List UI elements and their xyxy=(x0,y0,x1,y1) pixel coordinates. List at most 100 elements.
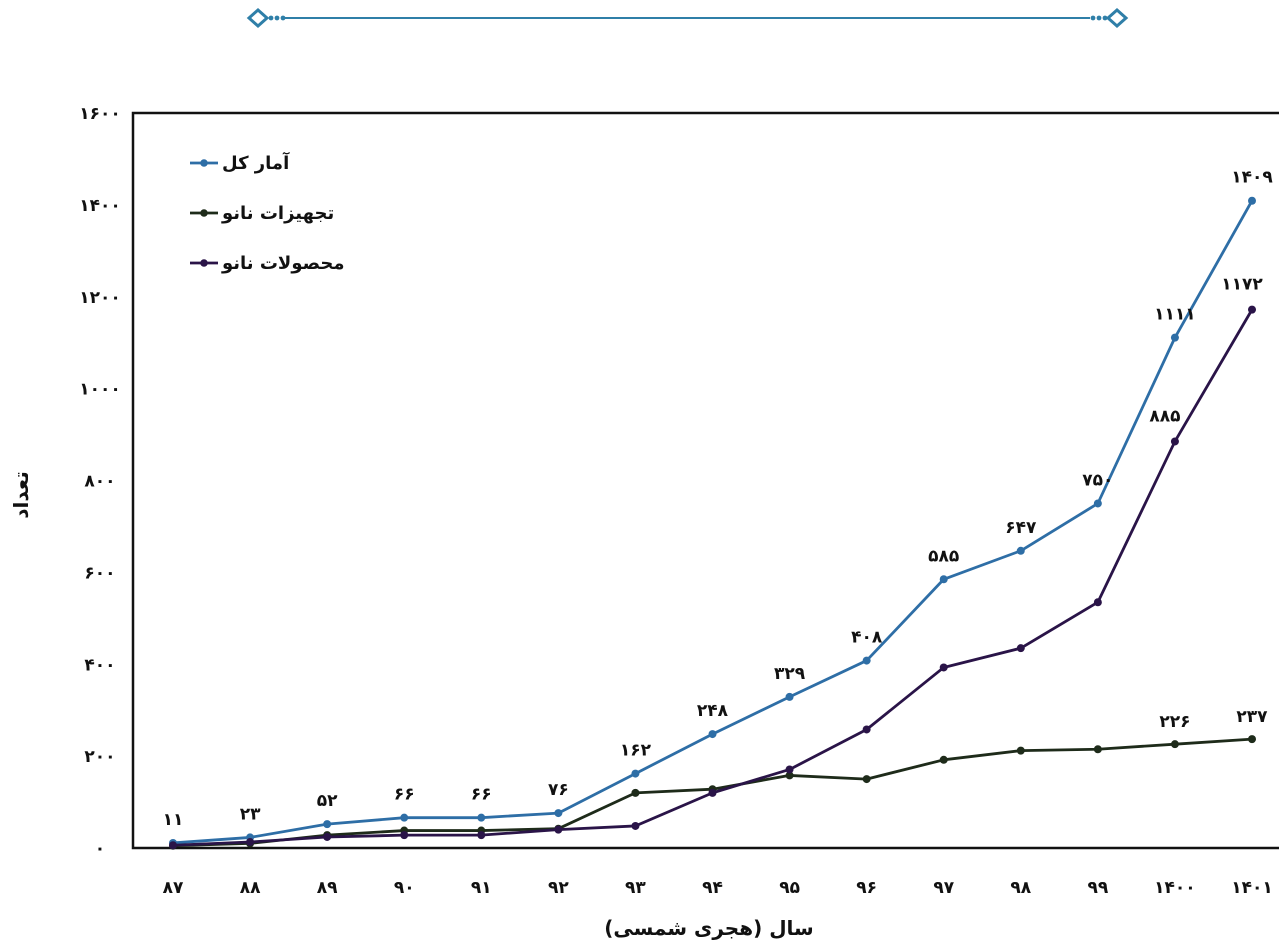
data-point xyxy=(785,765,794,774)
data-point xyxy=(785,771,794,780)
data-point xyxy=(1016,746,1025,755)
y-axis: ٠ ٢٠٠ ۴٠٠ ۶٠٠ ٨٠٠ ١٠٠٠ ١٢٠٠ ١۴٠٠ ١۶٠٠ xyxy=(79,104,121,859)
data-point xyxy=(1248,305,1256,314)
data-point xyxy=(1093,499,1102,508)
data-point xyxy=(708,788,717,797)
x-tick-label: ٩۶ xyxy=(856,878,877,898)
data-point xyxy=(862,775,871,784)
series-line xyxy=(172,200,1254,845)
data-label: ١١١١ xyxy=(1154,305,1196,325)
data-point xyxy=(631,769,640,778)
data-label: ٢٢۶ xyxy=(1159,712,1190,732)
x-tick-label: ٩۵ xyxy=(779,878,800,898)
ornament-dot xyxy=(1096,15,1102,21)
data-point xyxy=(631,788,640,797)
data-point xyxy=(862,725,871,734)
data-point xyxy=(1093,745,1102,754)
x-tick-label: ١۴٠١ xyxy=(1231,878,1273,898)
legend: آمار کل تجهیزات نانو محصولات نانو xyxy=(190,151,344,274)
data-point xyxy=(1170,333,1179,342)
data-point xyxy=(785,692,794,701)
data-label: ۶۴٧ xyxy=(1005,518,1037,538)
data-label: ٢۴٨ xyxy=(697,701,729,721)
legend-marker xyxy=(200,259,208,267)
y-tick-label: ٢٠٠ xyxy=(84,747,115,767)
x-tick-label: ٩٨ xyxy=(1010,878,1031,898)
x-tick-label: ٩٠ xyxy=(394,878,415,898)
data-point xyxy=(554,809,563,818)
data-label: ٢٣ xyxy=(240,804,261,824)
x-tick-label: ٩٧ xyxy=(933,878,954,898)
x-tick-label: ٨٨ xyxy=(240,878,261,898)
data-point xyxy=(554,825,563,834)
data-label: ۵٨۵ xyxy=(928,546,959,566)
y-tick-label: ١۶٠٠ xyxy=(79,104,121,124)
ornament-dot xyxy=(274,15,280,21)
data-point xyxy=(169,841,177,850)
data-point xyxy=(631,821,640,830)
x-tick-label: ٩٩ xyxy=(1087,878,1108,898)
y-tick-label: ١٠٠٠ xyxy=(79,380,121,400)
y-axis-title: تعداد xyxy=(9,471,33,518)
y-tick-label: ٠ xyxy=(95,839,105,859)
data-point xyxy=(1016,644,1025,653)
decorative-divider xyxy=(246,7,1129,29)
data-label: ۶۶ xyxy=(471,785,492,805)
y-tick-label: ١۴٠٠ xyxy=(79,196,121,216)
x-axis-title: سال (هجری شمسی) xyxy=(604,916,813,940)
ornament-dot xyxy=(280,15,286,21)
data-point xyxy=(477,813,486,822)
series-layer xyxy=(169,196,1256,850)
legend-marker xyxy=(200,209,208,217)
data-point xyxy=(1248,196,1256,205)
y-tick-label: ١٢٠٠ xyxy=(79,288,121,308)
data-label: ٨٨۵ xyxy=(1149,406,1180,426)
data-label: ٧۶ xyxy=(548,780,569,800)
data-label: ٢٣٧ xyxy=(1236,707,1268,727)
y-tick-label: ۴٠٠ xyxy=(84,655,115,675)
data-label: ١١ xyxy=(163,810,184,830)
legend-item: محصولات نانو xyxy=(190,253,344,274)
x-tick-label: ٩٣ xyxy=(625,878,646,898)
y-tick-label: ٨٠٠ xyxy=(84,472,115,492)
x-tick-label: ٨٧ xyxy=(163,878,184,898)
data-label: ٣٢٩ xyxy=(774,664,806,684)
data-point xyxy=(862,656,871,665)
data-label: ۵٢ xyxy=(317,791,338,811)
x-tick-label: ١۴٠٠ xyxy=(1154,878,1196,898)
data-label: ١١٧٢ xyxy=(1221,275,1263,295)
data-point xyxy=(939,575,948,584)
data-label: ١۶٢ xyxy=(620,741,652,761)
data-point xyxy=(323,832,332,841)
data-point xyxy=(1170,740,1179,749)
x-tick-label: ٩۴ xyxy=(702,878,723,898)
legend-item: تجهیزات نانو xyxy=(190,203,334,224)
plot-area xyxy=(131,111,1279,850)
left-diamond-icon xyxy=(246,7,270,29)
data-point xyxy=(1093,598,1102,607)
series-line xyxy=(172,308,1254,847)
x-tick-label: ٩٢ xyxy=(548,878,569,898)
ornament-dot xyxy=(268,15,274,21)
right-diamond-icon xyxy=(1105,7,1129,29)
data-label: ١۴٠٩ xyxy=(1231,168,1273,188)
data-point xyxy=(939,755,948,764)
data-label: ۶۶ xyxy=(394,785,415,805)
data-labels: ١١ ٢٣ ۵٢ ۶۶ ۶۶ ٧۶ ١۶٢ ٢۴٨ ٣٢٩ ۴٠٨ ۵٨۵ ۶۴٧ ٧۵٠ ١١١١ ١۴٠… xyxy=(163,168,1274,830)
legend-item: آمار کل xyxy=(190,151,290,174)
y-tick-label: ۶٠٠ xyxy=(84,563,115,583)
ornament-dot xyxy=(1090,15,1096,21)
data-point xyxy=(246,838,255,847)
legend-label: آمار کل xyxy=(222,151,290,174)
data-point xyxy=(1248,735,1256,744)
ornament-dot xyxy=(1102,15,1108,21)
x-axis: ٨٧ ٨٨ ٨٩ ٩٠ ٩١ ٩٢ ٩٣ ٩۴ ٩۵ ٩۶ ٩٧ ٩٨ ٩٩ ١۴٠٠ ١۴٠١ xyxy=(163,878,1273,898)
data-point xyxy=(708,730,717,739)
data-point xyxy=(400,813,409,822)
data-point xyxy=(1170,437,1179,446)
data-point xyxy=(323,820,332,829)
data-point xyxy=(400,831,409,840)
x-tick-label: ٨٩ xyxy=(317,878,338,898)
data-label: ۴٠٨ xyxy=(851,628,883,648)
